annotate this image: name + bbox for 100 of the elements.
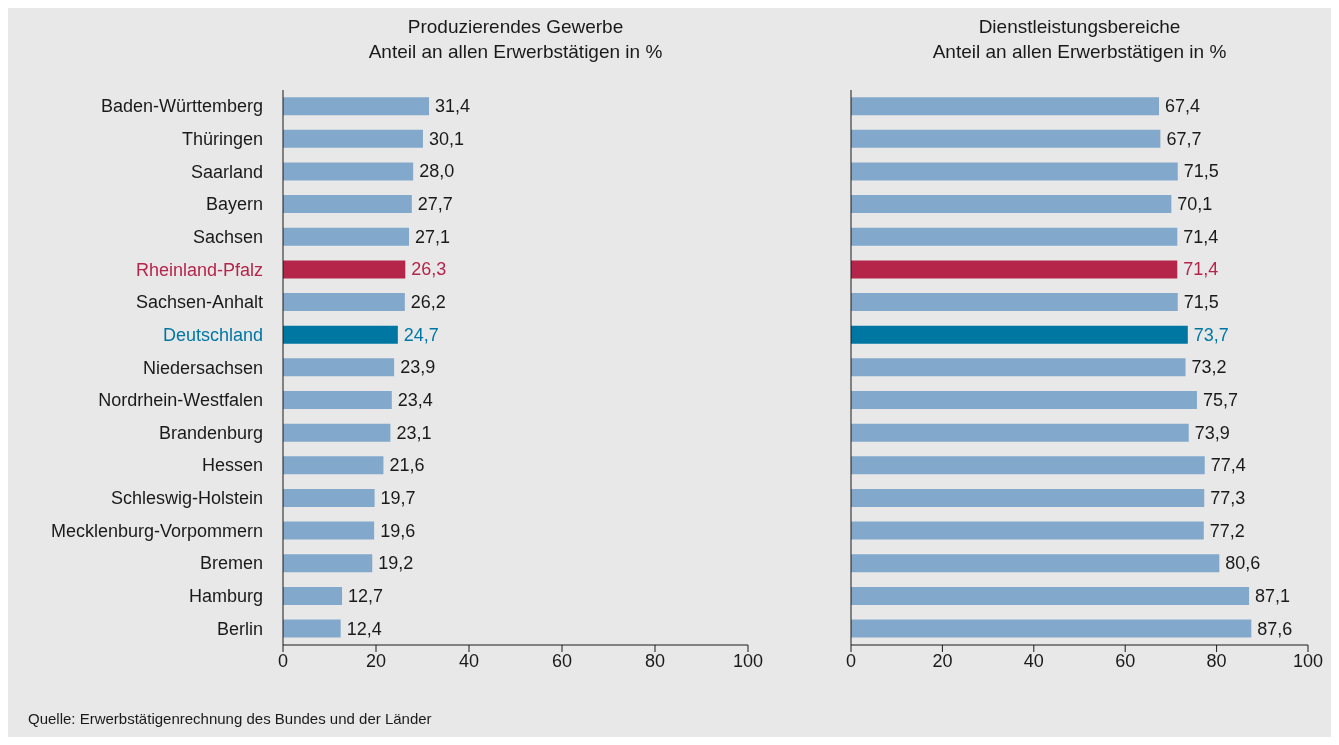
data-label: 30,1	[428, 128, 465, 149]
data-label: 71,5	[1183, 292, 1219, 313]
y-tick-label: Bremen	[199, 553, 263, 574]
bar	[283, 423, 391, 442]
data-label: 19,6	[380, 520, 416, 541]
bar	[283, 586, 343, 605]
y-tick-label: Deutschland	[162, 324, 263, 345]
x-tick-label: 80	[1206, 650, 1227, 671]
bar	[283, 129, 423, 148]
data-label: 26,3	[411, 259, 447, 280]
y-tick-label: Sachsen	[192, 226, 263, 247]
data-label: 67,4	[1165, 96, 1201, 117]
y-tick-label: Bayern	[205, 194, 263, 215]
bar	[283, 456, 384, 475]
x-tick-label: 20	[365, 650, 387, 671]
bar	[283, 521, 375, 540]
data-label: 12,7	[348, 585, 384, 606]
bar	[851, 195, 1172, 214]
x-tick-label: 60	[1115, 650, 1136, 671]
data-label: 27,1	[415, 226, 451, 247]
chart-subtitle: Anteil an allen Erwerbstätigen in %	[931, 40, 1228, 64]
y-tick-label: Berlin	[216, 618, 263, 639]
data-label: 19,7	[380, 487, 416, 508]
bar	[851, 325, 1188, 344]
bar	[283, 97, 430, 116]
y-tick-label: Brandenburg	[158, 422, 263, 443]
x-tick-label: 100	[1292, 650, 1324, 671]
bar	[851, 162, 1178, 181]
y-tick-label: Mecklenburg-Vorpommern	[50, 520, 263, 541]
data-label: 73,9	[1194, 422, 1230, 443]
bar	[851, 586, 1250, 605]
bar	[851, 358, 1186, 377]
bar	[283, 619, 341, 638]
bar	[851, 554, 1220, 573]
data-label: 28,0	[419, 161, 455, 182]
data-label: 71,4	[1183, 226, 1219, 247]
bar	[851, 456, 1205, 475]
data-label: 77,2	[1209, 520, 1245, 541]
data-label: 77,3	[1210, 487, 1246, 508]
bar	[283, 488, 375, 507]
bar	[283, 227, 410, 246]
y-tick-label: Rheinland-Pfalz	[135, 259, 263, 280]
data-label: 75,7	[1202, 390, 1238, 411]
data-label: 87,1	[1255, 585, 1291, 606]
chart-title: Dienstleistungsbereiche	[977, 15, 1182, 39]
chart-subtitle: Anteil an allen Erwerbstätigen in %	[367, 40, 664, 64]
bar	[283, 325, 398, 344]
bar	[851, 423, 1189, 442]
x-tick-label: 100	[732, 650, 764, 671]
data-label: 23,4	[397, 390, 433, 411]
data-label: 23,1	[396, 422, 432, 443]
data-label: 26,2	[410, 292, 446, 313]
bar	[283, 162, 414, 181]
y-tick-label: Hamburg	[188, 586, 263, 607]
bar	[283, 260, 406, 279]
bar	[851, 521, 1204, 540]
data-label: 27,7	[417, 194, 453, 215]
data-label: 73,2	[1191, 357, 1227, 378]
bar	[851, 619, 1252, 638]
y-tick-label: Saarland	[190, 161, 263, 182]
data-label: 71,5	[1183, 161, 1219, 182]
data-label: 31,4	[435, 96, 471, 117]
bar	[851, 391, 1197, 410]
data-label: 70,1	[1177, 194, 1213, 215]
data-label: 21,6	[389, 455, 425, 476]
y-tick-label: Sachsen-Anhalt	[135, 292, 263, 313]
bar	[283, 391, 392, 410]
bar	[283, 195, 412, 214]
data-label: 80,6	[1225, 553, 1261, 574]
bar	[851, 260, 1178, 279]
bar	[851, 97, 1160, 116]
x-tick-label: 20	[932, 650, 953, 671]
data-label: 87,6	[1257, 618, 1293, 639]
bar	[283, 554, 373, 573]
source-note: Quelle: Erwerbstätigenrechnung des Bundes und der Länder	[28, 710, 432, 727]
x-tick-label: 0	[845, 650, 857, 671]
data-label: 12,4	[346, 618, 382, 639]
x-tick-label: 40	[1023, 650, 1044, 671]
data-label: 19,2	[378, 553, 414, 574]
data-label: 71,4	[1183, 259, 1219, 280]
y-tick-label: Hessen	[201, 455, 263, 476]
bar	[851, 129, 1161, 148]
y-tick-label: Schleswig-Holstein	[110, 488, 263, 509]
x-tick-label: 60	[551, 650, 573, 671]
bar	[283, 293, 405, 312]
chart-title: Produzierendes Gewerbe	[406, 15, 625, 39]
x-tick-label: 80	[644, 650, 666, 671]
y-tick-label: Thüringen	[181, 128, 263, 149]
data-label: 24,7	[403, 324, 439, 345]
data-label: 67,7	[1166, 128, 1202, 149]
y-tick-label: Baden-Württemberg	[100, 96, 263, 117]
data-label: 73,7	[1193, 324, 1229, 345]
bar	[283, 358, 395, 377]
x-tick-label: 40	[458, 650, 480, 671]
data-label: 77,4	[1210, 455, 1246, 476]
y-tick-label: Niedersachsen	[142, 357, 263, 378]
x-tick-label: 0	[277, 650, 289, 671]
data-label: 23,9	[400, 357, 436, 378]
bar	[851, 488, 1205, 507]
y-tick-label: Nordrhein-Westfalen	[98, 390, 263, 411]
